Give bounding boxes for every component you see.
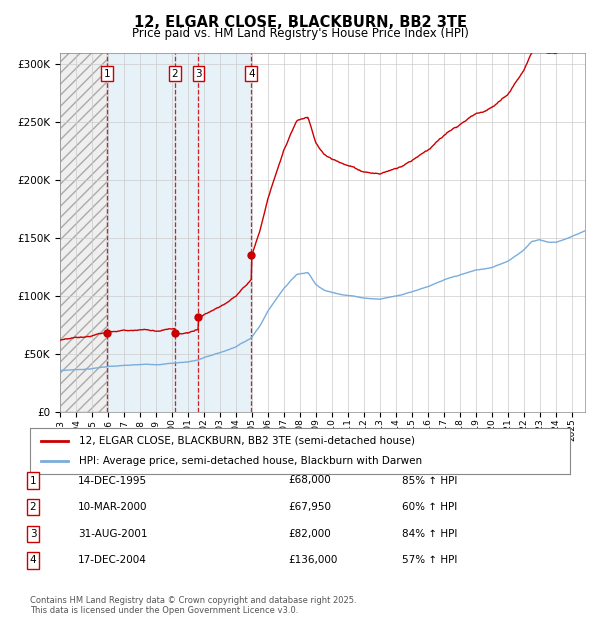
Text: HPI: Average price, semi-detached house, Blackburn with Darwen: HPI: Average price, semi-detached house,… bbox=[79, 456, 422, 466]
Text: 3: 3 bbox=[29, 529, 37, 539]
Bar bbox=[107, 53, 175, 412]
Text: 57% ↑ HPI: 57% ↑ HPI bbox=[402, 556, 457, 565]
Text: 12, ELGAR CLOSE, BLACKBURN, BB2 3TE: 12, ELGAR CLOSE, BLACKBURN, BB2 3TE bbox=[133, 15, 467, 30]
Bar bbox=[60, 53, 107, 412]
Bar bbox=[60, 53, 107, 412]
Text: 84% ↑ HPI: 84% ↑ HPI bbox=[402, 529, 457, 539]
Text: 1: 1 bbox=[29, 476, 37, 485]
Text: Contains HM Land Registry data © Crown copyright and database right 2025.
This d: Contains HM Land Registry data © Crown c… bbox=[30, 596, 356, 615]
Text: 60% ↑ HPI: 60% ↑ HPI bbox=[402, 502, 457, 512]
Text: 85% ↑ HPI: 85% ↑ HPI bbox=[402, 476, 457, 485]
Text: £68,000: £68,000 bbox=[288, 476, 331, 485]
Text: £136,000: £136,000 bbox=[288, 556, 337, 565]
Text: 12, ELGAR CLOSE, BLACKBURN, BB2 3TE (semi-detached house): 12, ELGAR CLOSE, BLACKBURN, BB2 3TE (sem… bbox=[79, 436, 415, 446]
Text: 3: 3 bbox=[195, 69, 202, 79]
Text: 17-DEC-2004: 17-DEC-2004 bbox=[78, 556, 147, 565]
Text: £67,950: £67,950 bbox=[288, 502, 331, 512]
Bar bbox=[175, 53, 199, 412]
Text: Price paid vs. HM Land Registry's House Price Index (HPI): Price paid vs. HM Land Registry's House … bbox=[131, 27, 469, 40]
Text: 4: 4 bbox=[29, 556, 37, 565]
Text: £82,000: £82,000 bbox=[288, 529, 331, 539]
Text: 31-AUG-2001: 31-AUG-2001 bbox=[78, 529, 148, 539]
Text: 1: 1 bbox=[104, 69, 110, 79]
Bar bbox=[199, 53, 251, 412]
Text: 2: 2 bbox=[172, 69, 178, 79]
Text: 14-DEC-1995: 14-DEC-1995 bbox=[78, 476, 147, 485]
Text: 10-MAR-2000: 10-MAR-2000 bbox=[78, 502, 148, 512]
Text: 4: 4 bbox=[248, 69, 254, 79]
Text: 2: 2 bbox=[29, 502, 37, 512]
